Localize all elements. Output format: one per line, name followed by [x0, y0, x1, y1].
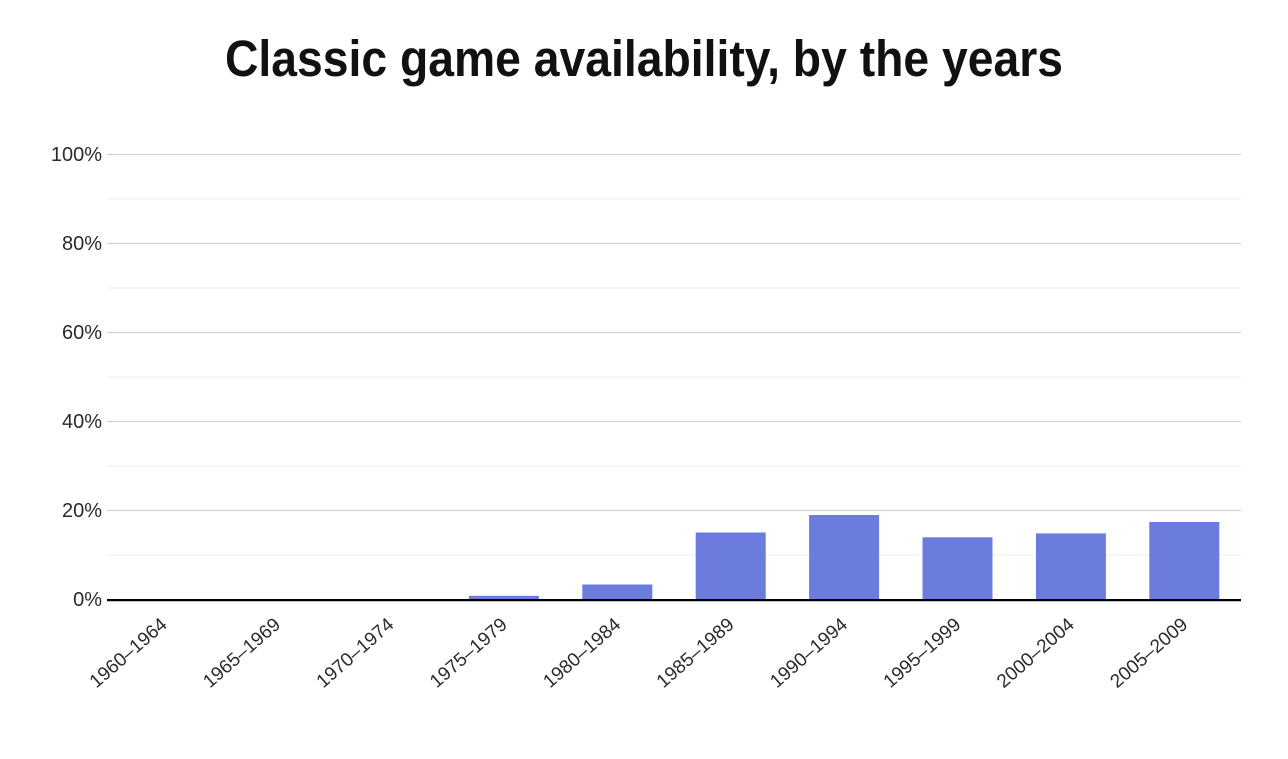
- svg-text:60%: 60%: [62, 322, 102, 344]
- svg-text:0%: 0%: [73, 589, 102, 611]
- svg-text:20%: 20%: [62, 500, 102, 522]
- svg-text:80%: 80%: [62, 233, 102, 255]
- svg-text:40%: 40%: [62, 411, 102, 433]
- svg-text:100%: 100%: [51, 144, 102, 166]
- svg-text:Classic game availability, by: Classic game availability, by the years: [225, 30, 1063, 87]
